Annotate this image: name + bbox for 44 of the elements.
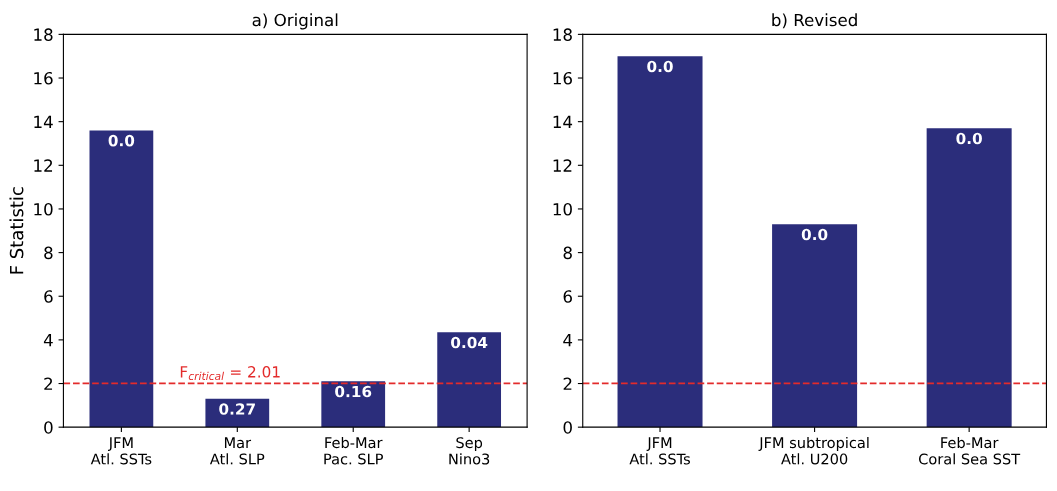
y-tick-label: 0 (563, 421, 572, 434)
y-axis-title: F Statistic (9, 187, 24, 274)
annotation: 0.27 (219, 403, 255, 415)
x-tick-label: Feb-Mar Pac. SLP (324, 436, 383, 465)
x-tick-label: Feb-Mar Coral Sea SST (918, 436, 1021, 465)
bar (89, 130, 154, 428)
y-tick-label: 12 (553, 159, 572, 172)
y-tick-label: 2 (563, 377, 572, 390)
y-tick-label: 10 (34, 202, 53, 216)
y-tick-label: 18 (553, 28, 572, 41)
x-tick-label: JFM subtropical Atl. U200 (758, 436, 869, 465)
y-tick-label: 16 (553, 71, 572, 85)
x-tick-label: Mar Atl. SLP (209, 437, 265, 465)
annotation: 0.04 (451, 336, 488, 349)
bar (926, 128, 1012, 428)
y-tick-label: 6 (563, 290, 572, 303)
y-tick-label: 18 (34, 28, 53, 41)
annotation: 0.0 (801, 228, 828, 241)
bar (321, 381, 386, 428)
y-tick-label: 12 (34, 159, 53, 172)
x-tick-label: Sep Nino3 (449, 437, 490, 465)
chart-title: b) Revised (772, 13, 857, 29)
x-tick-label: JFM Atl. SSTs (629, 437, 690, 465)
annotation: 0.0 (956, 132, 982, 145)
bar (617, 56, 703, 428)
y-tick-label: 4 (563, 334, 573, 347)
y-tick-label: 16 (34, 71, 53, 85)
y-tick-label: 2 (44, 377, 53, 390)
y-tick-label: 14 (34, 115, 53, 128)
bar (437, 332, 502, 428)
annotation: 0.16 (335, 385, 372, 398)
ref-line-label: F$_{critical}$ = 2.01 (180, 366, 280, 381)
x-tick-label: JFM Atl. SSTs (90, 437, 152, 465)
bar (772, 224, 858, 428)
annotation: 0.0 (108, 134, 135, 147)
chart-title: a) Original (252, 13, 338, 30)
y-tick-label: 14 (553, 115, 573, 128)
y-tick-label: 6 (44, 290, 53, 303)
annotation: 0.0 (647, 60, 673, 73)
y-tick-label: 8 (563, 246, 572, 260)
y-tick-label: 10 (553, 202, 572, 216)
y-tick-label: 4 (43, 334, 53, 347)
y-tick-label: 8 (44, 246, 53, 260)
y-tick-label: 0 (44, 421, 53, 434)
